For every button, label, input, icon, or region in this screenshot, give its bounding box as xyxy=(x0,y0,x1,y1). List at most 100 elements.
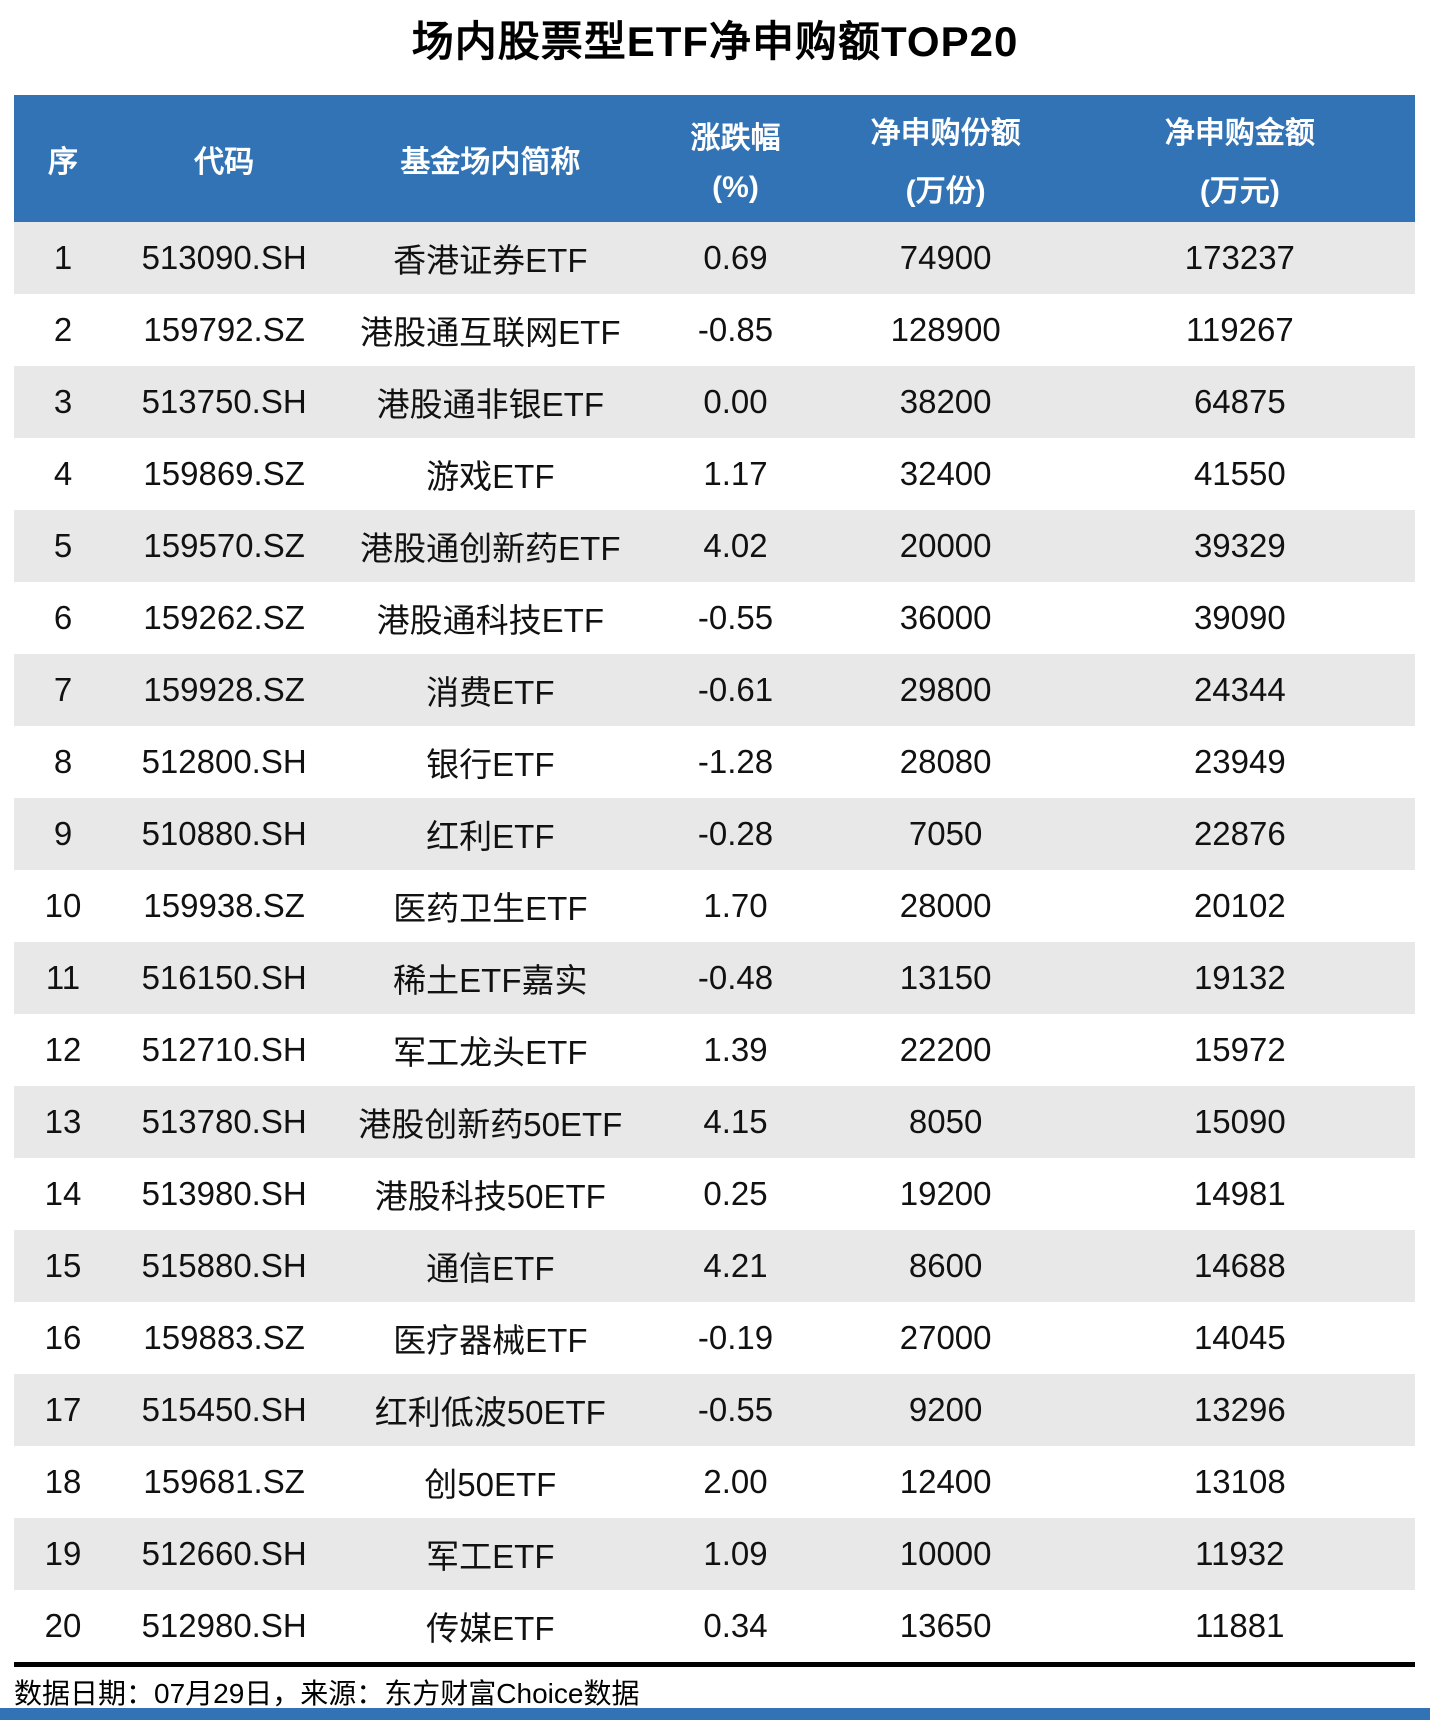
column-header-label: 涨跌幅 xyxy=(690,121,781,155)
cell-net-subscription-shares: 8050 xyxy=(908,1103,983,1140)
cell-net-subscription-amount: 15972 xyxy=(1193,1031,1286,1068)
cell-net-subscription-amount: 14045 xyxy=(1193,1319,1286,1356)
cell-fund-name: 港股通科技ETF xyxy=(376,602,604,639)
table-header-row: 序 代码 基金场内简称 涨跌幅 (%) 净申购份额 (万份) 净申购金额 (万 xyxy=(14,95,1415,222)
table-row: 19 512660.SH 军工ETF 1.09 10000 11932 xyxy=(14,1518,1415,1590)
cell-rank: 3 xyxy=(53,383,73,420)
cell-net-subscription-shares: 20000 xyxy=(899,527,992,564)
cell-net-subscription-amount: 11932 xyxy=(1195,1535,1285,1572)
cell-code: 513980.SH xyxy=(141,1175,307,1212)
cell-fund-name: 银行ETF xyxy=(426,746,555,783)
cell-net-subscription-amount: 20102 xyxy=(1193,887,1286,924)
cell-net-subscription-shares: 36000 xyxy=(899,599,992,636)
cell-rank: 9 xyxy=(53,815,73,852)
table-body: 1 513090.SH 香港证券ETF 0.69 74900 173237 2 … xyxy=(14,222,1415,1662)
cell-net-subscription-amount: 14981 xyxy=(1193,1175,1286,1212)
cell-rank: 11 xyxy=(45,959,81,996)
cell-fund-name: 游戏ETF xyxy=(426,458,555,495)
cell-fund-name: 传媒ETF xyxy=(426,1610,555,1647)
cell-rank: 20 xyxy=(44,1607,82,1644)
cell-change-pct: 2.00 xyxy=(703,1463,768,1500)
cell-rank: 7 xyxy=(53,671,73,708)
cell-code: 513750.SH xyxy=(141,383,307,420)
table-row: 1 513090.SH 香港证券ETF 0.69 74900 173237 xyxy=(14,222,1415,294)
cell-code: 513090.SH xyxy=(141,239,307,276)
cell-net-subscription-shares: 19200 xyxy=(899,1175,992,1212)
cell-net-subscription-shares: 12400 xyxy=(899,1463,992,1500)
cell-net-subscription-amount: 24344 xyxy=(1193,671,1286,708)
column-header-change-pct: 涨跌幅 (%) xyxy=(644,95,826,222)
page-title: 场内股票型ETF净申购额TOP20 xyxy=(411,18,1019,65)
cell-fund-name: 消费ETF xyxy=(426,674,555,711)
cell-net-subscription-shares: 22200 xyxy=(899,1031,992,1068)
cell-change-pct: -0.55 xyxy=(697,1391,774,1428)
cell-change-pct: 0.00 xyxy=(703,383,768,420)
cell-rank: 6 xyxy=(53,599,73,636)
table-row: 11 516150.SH 稀土ETF嘉实 -0.48 13150 19132 xyxy=(14,942,1415,1014)
bottom-accent-bar xyxy=(0,1708,1430,1720)
cell-change-pct: -0.85 xyxy=(697,311,774,348)
column-header-label: (万元) xyxy=(1199,174,1280,208)
cell-change-pct: 4.15 xyxy=(703,1103,768,1140)
cell-net-subscription-shares: 28080 xyxy=(899,743,992,780)
table-row: 13 513780.SH 港股创新药50ETF 4.15 8050 15090 xyxy=(14,1086,1415,1158)
table-row: 6 159262.SZ 港股通科技ETF -0.55 36000 39090 xyxy=(14,582,1415,654)
table-row: 3 513750.SH 港股通非银ETF 0.00 38200 64875 xyxy=(14,366,1415,438)
etf-top20-table: 序 代码 基金场内简称 涨跌幅 (%) 净申购份额 (万份) 净申购金额 (万 xyxy=(14,95,1415,1662)
table-row: 17 515450.SH 红利低波50ETF -0.55 9200 13296 xyxy=(14,1374,1415,1446)
cell-net-subscription-amount: 19132 xyxy=(1193,959,1286,996)
cell-net-subscription-amount: 13296 xyxy=(1193,1391,1286,1428)
cell-rank: 19 xyxy=(44,1535,82,1572)
cell-change-pct: 0.34 xyxy=(703,1607,768,1644)
column-header-label: 序 xyxy=(48,145,79,179)
table-row: 8 512800.SH 银行ETF -1.28 28080 23949 xyxy=(14,726,1415,798)
footer-divider xyxy=(14,1662,1415,1667)
cell-code: 159869.SZ xyxy=(143,455,305,492)
cell-net-subscription-shares: 28000 xyxy=(899,887,992,924)
cell-net-subscription-amount: 64875 xyxy=(1193,383,1286,420)
cell-net-subscription-shares: 9200 xyxy=(908,1391,983,1428)
cell-net-subscription-amount: 39090 xyxy=(1193,599,1286,636)
cell-rank: 12 xyxy=(44,1031,82,1068)
table-row: 18 159681.SZ 创50ETF 2.00 12400 13108 xyxy=(14,1446,1415,1518)
table-row: 4 159869.SZ 游戏ETF 1.17 32400 41550 xyxy=(14,438,1415,510)
cell-code: 510880.SH xyxy=(141,815,307,852)
cell-code: 512710.SH xyxy=(141,1031,307,1068)
column-header-label: (%) xyxy=(712,170,759,204)
column-header-label: (万份) xyxy=(905,174,986,208)
cell-rank: 17 xyxy=(44,1391,82,1428)
cell-fund-name: 港股通非银ETF xyxy=(376,386,604,423)
cell-code: 513780.SH xyxy=(141,1103,307,1140)
cell-fund-name: 红利ETF xyxy=(426,818,555,855)
column-header-label: 净申购金额 xyxy=(1164,116,1315,150)
cell-net-subscription-shares: 27000 xyxy=(899,1319,992,1356)
column-header-fund-name: 基金场内简称 xyxy=(336,95,644,222)
cell-net-subscription-amount: 41550 xyxy=(1193,455,1286,492)
cell-rank: 16 xyxy=(44,1319,82,1356)
cell-rank: 14 xyxy=(44,1175,82,1212)
table-row: 12 512710.SH 军工龙头ETF 1.39 22200 15972 xyxy=(14,1014,1415,1086)
table-row: 7 159928.SZ 消费ETF -0.61 29800 24344 xyxy=(14,654,1415,726)
cell-rank: 5 xyxy=(53,527,73,564)
cell-net-subscription-amount: 14688 xyxy=(1193,1247,1286,1284)
column-header-label: 净申购份额 xyxy=(870,116,1021,150)
table-row: 9 510880.SH 红利ETF -0.28 7050 22876 xyxy=(14,798,1415,870)
column-header-net-subscription-amount: 净申购金额 (万元) xyxy=(1065,95,1415,222)
table-row: 10 159938.SZ 医药卫生ETF 1.70 28000 20102 xyxy=(14,870,1415,942)
table-row: 14 513980.SH 港股科技50ETF 0.25 19200 14981 xyxy=(14,1158,1415,1230)
table-row: 15 515880.SH 通信ETF 4.21 8600 14688 xyxy=(14,1230,1415,1302)
cell-rank: 2 xyxy=(53,311,73,348)
cell-rank: 13 xyxy=(44,1103,82,1140)
cell-rank: 8 xyxy=(53,743,73,780)
cell-net-subscription-amount: 119267 xyxy=(1186,311,1294,348)
cell-code: 512980.SH xyxy=(141,1607,307,1644)
cell-net-subscription-shares: 32400 xyxy=(899,455,992,492)
cell-fund-name: 港股通创新药ETF xyxy=(360,530,621,567)
data-source-note: 数据日期：07月29日，来源：东方财富Choice数据 xyxy=(14,1678,640,1709)
cell-fund-name: 医疗器械ETF xyxy=(393,1322,588,1359)
cell-change-pct: -0.48 xyxy=(697,959,774,996)
cell-fund-name: 稀土ETF嘉实 xyxy=(393,962,588,999)
column-header-label: 代码 xyxy=(194,145,255,179)
cell-code: 512800.SH xyxy=(141,743,307,780)
